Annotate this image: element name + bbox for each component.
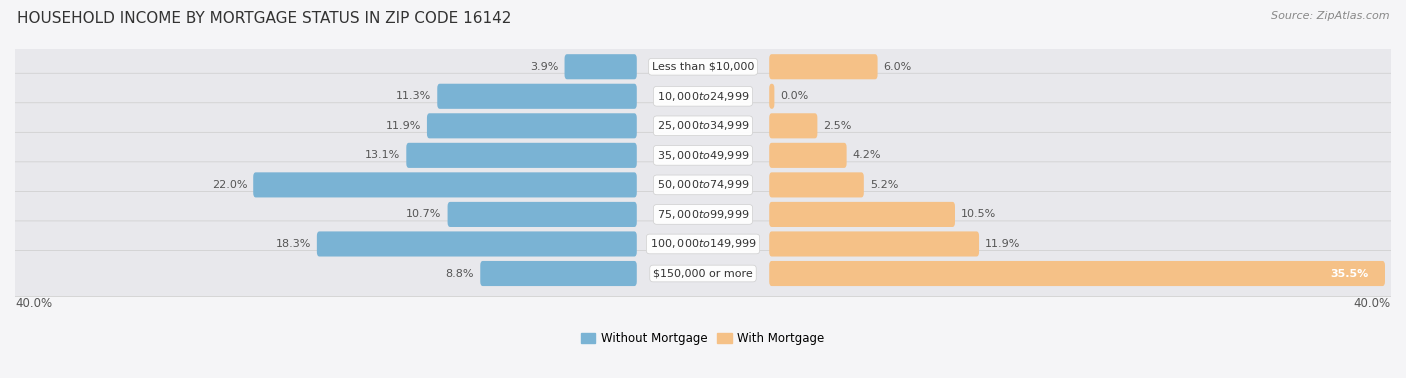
Text: 40.0%: 40.0% [15,297,52,310]
FancyBboxPatch shape [769,261,1385,286]
FancyBboxPatch shape [437,84,637,109]
Text: Source: ZipAtlas.com: Source: ZipAtlas.com [1271,11,1389,21]
Text: $50,000 to $74,999: $50,000 to $74,999 [657,178,749,191]
FancyBboxPatch shape [10,44,1396,90]
FancyBboxPatch shape [769,143,846,168]
FancyBboxPatch shape [481,261,637,286]
Text: 18.3%: 18.3% [276,239,311,249]
FancyBboxPatch shape [10,103,1396,149]
FancyBboxPatch shape [253,172,637,197]
FancyBboxPatch shape [769,54,877,79]
FancyBboxPatch shape [316,231,637,257]
FancyBboxPatch shape [406,143,637,168]
Text: Less than $10,000: Less than $10,000 [652,62,754,72]
FancyBboxPatch shape [10,162,1396,208]
FancyBboxPatch shape [10,251,1396,297]
Text: 35.5%: 35.5% [1330,268,1368,279]
Legend: Without Mortgage, With Mortgage: Without Mortgage, With Mortgage [576,327,830,350]
FancyBboxPatch shape [10,221,1396,267]
FancyBboxPatch shape [769,84,775,109]
Text: 22.0%: 22.0% [212,180,247,190]
Text: $10,000 to $24,999: $10,000 to $24,999 [657,90,749,103]
FancyBboxPatch shape [565,54,637,79]
FancyBboxPatch shape [769,202,955,227]
Text: 3.9%: 3.9% [530,62,558,72]
Text: 8.8%: 8.8% [446,268,474,279]
Text: 2.5%: 2.5% [824,121,852,131]
Text: $35,000 to $49,999: $35,000 to $49,999 [657,149,749,162]
Text: 10.7%: 10.7% [406,209,441,220]
FancyBboxPatch shape [427,113,637,138]
Text: $100,000 to $149,999: $100,000 to $149,999 [650,237,756,251]
FancyBboxPatch shape [10,132,1396,178]
Text: 40.0%: 40.0% [1354,297,1391,310]
Text: 13.1%: 13.1% [366,150,401,160]
Text: 4.2%: 4.2% [852,150,882,160]
Text: 6.0%: 6.0% [883,62,912,72]
Text: $75,000 to $99,999: $75,000 to $99,999 [657,208,749,221]
FancyBboxPatch shape [769,231,979,257]
Text: 11.9%: 11.9% [986,239,1021,249]
Text: 11.9%: 11.9% [385,121,420,131]
Text: 10.5%: 10.5% [960,209,997,220]
Text: $150,000 or more: $150,000 or more [654,268,752,279]
Text: 11.3%: 11.3% [396,91,432,101]
FancyBboxPatch shape [10,191,1396,237]
Text: 5.2%: 5.2% [870,180,898,190]
FancyBboxPatch shape [10,73,1396,119]
Text: HOUSEHOLD INCOME BY MORTGAGE STATUS IN ZIP CODE 16142: HOUSEHOLD INCOME BY MORTGAGE STATUS IN Z… [17,11,512,26]
FancyBboxPatch shape [769,172,863,197]
Text: $25,000 to $34,999: $25,000 to $34,999 [657,119,749,132]
FancyBboxPatch shape [769,113,817,138]
FancyBboxPatch shape [447,202,637,227]
Text: 0.0%: 0.0% [780,91,808,101]
